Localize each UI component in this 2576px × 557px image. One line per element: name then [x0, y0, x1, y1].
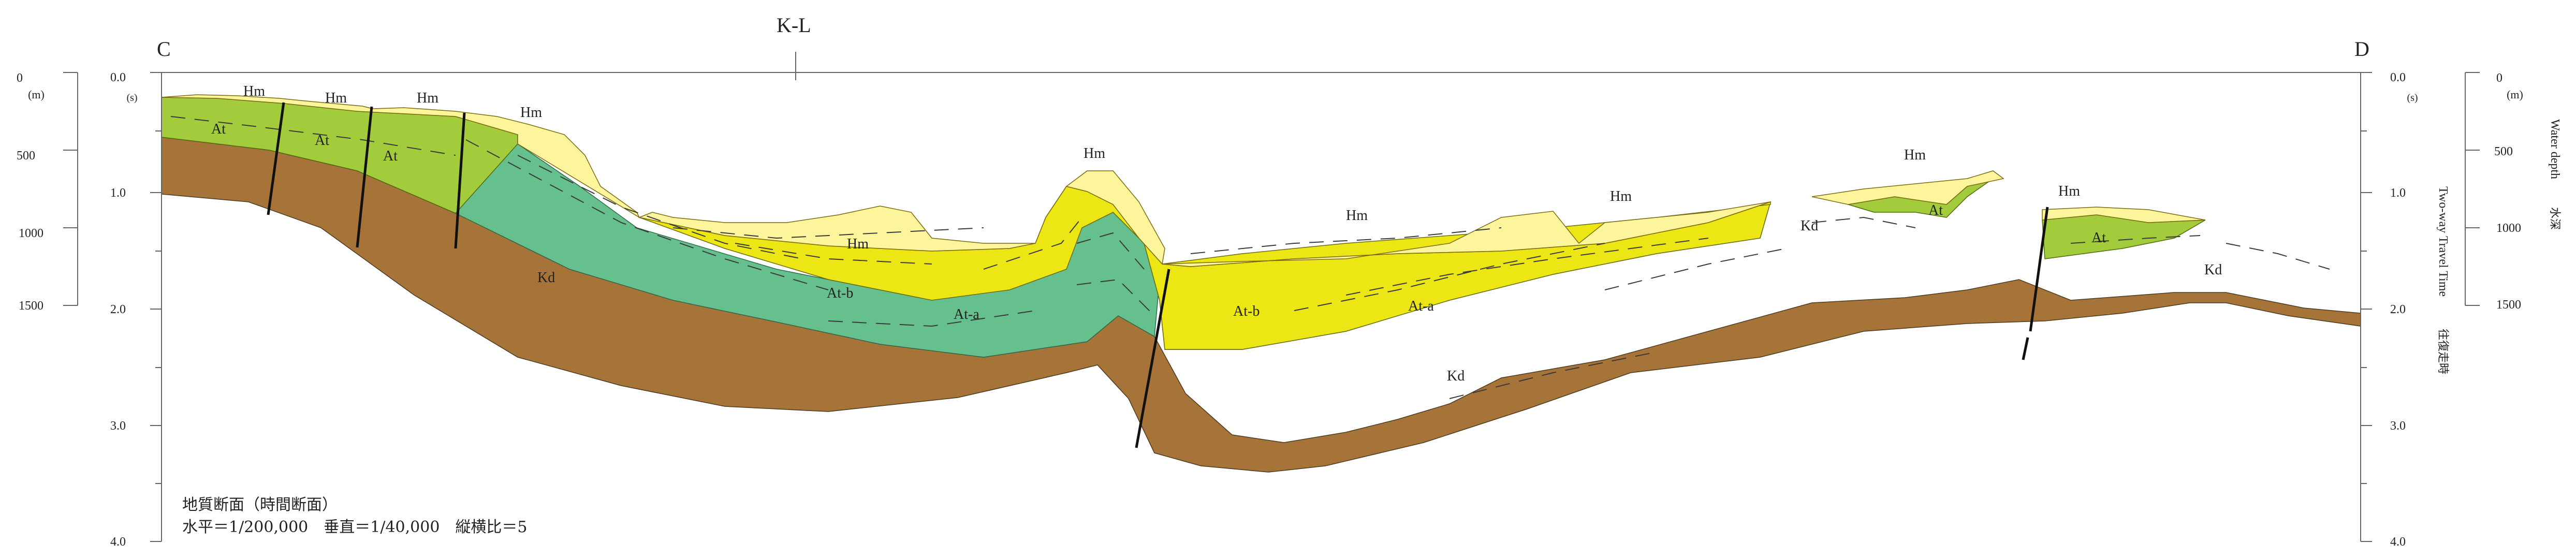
unit-hm [161, 94, 2206, 267]
unit-label-hm: Hm [2058, 183, 2080, 199]
reflector [1811, 216, 1916, 228]
unit-labels: Hm Hm Hm Hm Hm Hm Hm Hm Hm Hm At At At A… [211, 83, 2222, 384]
left-time-tick-label: 1.0 [110, 186, 126, 200]
unit-label-hm: Hm [325, 90, 347, 106]
right-time-ticks [2361, 72, 2372, 542]
hm-polygon-east [1162, 201, 1771, 267]
reflector [2070, 235, 2201, 244]
unit-label-hm: Hm [243, 83, 265, 99]
unit-label-at: At [1928, 202, 1943, 218]
right-time-tick-label: 2.0 [2390, 303, 2406, 316]
unit-label-hm: Hm [520, 105, 542, 121]
fault-line [1135, 269, 1170, 448]
left-depth-tick-label: 1500 [19, 299, 43, 313]
reflector [672, 227, 984, 239]
reflector [1604, 248, 1787, 290]
right-time-tick-label: 0.0 [2390, 71, 2406, 84]
unit-label-ata: At-a [954, 306, 979, 323]
reflector [1449, 351, 1657, 399]
reflector [465, 139, 829, 290]
left-depth-unit: (m) [28, 88, 45, 101]
left-depth-tick-label: 0 [17, 71, 23, 85]
unit-label-atb: At-b [827, 285, 853, 301]
left-time-unit: (s) [126, 92, 137, 104]
unit-label-ata: At-a [1408, 298, 1434, 314]
crossline-label: K-L [777, 13, 811, 37]
end-label-left: C [157, 37, 171, 61]
unit-label-at: At [383, 148, 398, 164]
right-time-tick-label: 4.0 [2390, 535, 2406, 549]
left-time-tick-label: 0.0 [110, 71, 126, 84]
reflector [735, 243, 932, 265]
right-time-unit: (s) [2407, 92, 2418, 104]
unit-label-hm: Hm [1346, 208, 1368, 224]
unit-label-hm: Hm [417, 90, 438, 106]
right-depth-tick-label: 0 [2496, 71, 2502, 85]
right-depth-scale [2465, 72, 2480, 306]
faults [267, 102, 2049, 448]
left-depth-tick-label: 1000 [19, 227, 43, 240]
left-time-tick-label: 4.0 [110, 535, 126, 549]
hm-polygon-shelf-east [2042, 207, 2206, 223]
fault-line [2022, 337, 2029, 360]
unit-label-hm: Hm [1904, 147, 1926, 163]
left-time-tick-label: 3.0 [110, 419, 126, 433]
reflector [170, 116, 456, 156]
end-label-right: D [2354, 37, 2369, 61]
fault-line [267, 102, 285, 215]
reflector [828, 310, 1036, 327]
reflector [1190, 227, 1502, 254]
fault-line [454, 112, 466, 249]
fault-line [356, 106, 373, 248]
unit-label-kd: Kd [537, 270, 555, 286]
left-time-tick-label: 2.0 [110, 303, 126, 316]
hm-polygon-shelf-middle [1811, 170, 2004, 205]
unit-label-at: At [315, 133, 329, 149]
internal-reflectors [170, 116, 2330, 399]
right-time-axis-title: Two-way Travel Time [2436, 186, 2450, 297]
caption-title: 地質断面（時間断面） [182, 496, 338, 514]
reflector [983, 217, 1082, 270]
hm-polygon-basin [638, 170, 1165, 265]
left-depth-tick-label: 500 [17, 149, 35, 163]
caption-scale: 水平＝1/200,000 垂直＝1/40,000 縦横比＝5 [182, 518, 528, 536]
reflector [1294, 243, 1605, 311]
unit-label-at: At [211, 121, 226, 137]
right-time-tick-label: 1.0 [2390, 186, 2406, 200]
right-time-tick-label: 3.0 [2390, 419, 2406, 433]
right-depth-tick-label: 500 [2494, 145, 2513, 158]
left-time-ticks [150, 72, 162, 542]
right-depth-axis-title-jp: 水深 [2549, 207, 2562, 230]
unit-label-hm: Hm [847, 236, 869, 252]
reflector [2226, 243, 2330, 270]
unit-label-kd: Kd [1447, 368, 1465, 384]
reflector [517, 155, 803, 259]
unit-label-kd: Kd [1801, 218, 1818, 234]
unit-label-atb: At-b [1233, 303, 1260, 319]
reflector [1076, 232, 1145, 270]
fault-line [2029, 207, 2049, 332]
unit-label-hm: Hm [1084, 145, 1105, 162]
reflector [1345, 238, 1709, 296]
reflector [1076, 278, 1155, 316]
right-depth-tick-label: 1500 [2496, 298, 2521, 312]
left-depth-scale [63, 72, 78, 306]
right-depth-tick-label: 1000 [2496, 222, 2521, 235]
hm-polygon-west [161, 94, 640, 218]
right-depth-axis-title: Water depth [2548, 119, 2562, 179]
section-frame [161, 52, 2361, 541]
unit-label-at: At [2091, 230, 2106, 246]
unit-label-hm: Hm [1610, 188, 1632, 204]
right-depth-unit: (m) [2507, 88, 2523, 101]
unit-label-kd: Kd [2204, 262, 2222, 278]
right-time-axis-title-jp: 往復走時 [2437, 329, 2450, 374]
